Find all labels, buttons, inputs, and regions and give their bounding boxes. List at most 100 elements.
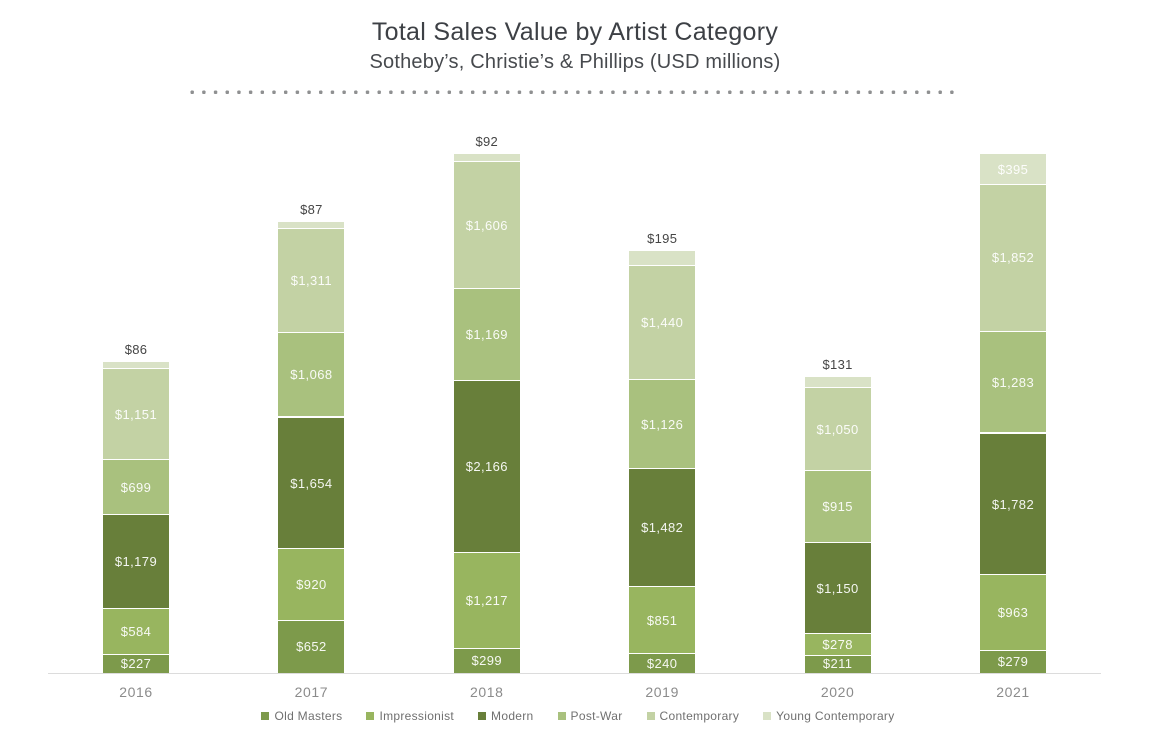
bar-segment-impressionist-2021: $963	[980, 574, 1046, 651]
chart-title: Total Sales Value by Artist Category	[371, 18, 779, 46]
bar-segment-contemporary-2019: $1,440	[629, 266, 696, 380]
legend-label: Modern	[491, 709, 534, 723]
bar-segment-old-masters-2016: $227	[103, 655, 169, 673]
x-axis-label-2016: 2016	[119, 684, 153, 700]
segment-value-label: $395	[997, 161, 1029, 177]
segment-value-label: $1,217	[465, 592, 508, 608]
legend-marker-post-war	[557, 712, 566, 720]
bar-segment-old-masters-2019: $240	[629, 654, 696, 673]
legend-label: Contemporary	[659, 709, 740, 723]
segment-value-label-outside: $86	[124, 342, 148, 358]
bar-segment-contemporary-2021: $1,852	[980, 185, 1046, 332]
bar-segment-modern-2019: $1,482	[629, 469, 696, 587]
segment-value-label: $1,311	[290, 273, 332, 289]
legend-item-contemporary: Contemporary	[646, 709, 740, 723]
bar-segment-impressionist-2018: $1,217	[453, 552, 520, 650]
legend-label: Impressionist	[379, 709, 455, 723]
bar-segment-modern-2017: $1,654	[278, 417, 345, 549]
legend-item-old-masters: Old Masters	[261, 709, 342, 723]
bar-segment-impressionist-2019: $851	[629, 586, 696, 654]
bar-segment-contemporary-2017: $1,311	[278, 229, 345, 333]
bar-segment-modern-2016: $1,179	[103, 515, 169, 609]
legend-label: Young Contemporary	[776, 709, 895, 723]
bar-segment-modern-2021: $1,782	[980, 433, 1046, 575]
segment-value-label: $1,068	[290, 366, 333, 382]
bar-segment-young-contemporary-2016	[103, 362, 169, 369]
bar-segment-post-war-2019: $1,126	[629, 380, 696, 470]
bar-segment-old-masters-2018: $299	[453, 649, 520, 673]
segment-value-label: $211	[822, 656, 853, 672]
bar-segment-old-masters-2021: $279	[980, 650, 1046, 673]
bar-segment-post-war-2018: $1,169	[453, 288, 520, 382]
segment-value-label: $920	[296, 576, 327, 592]
x-axis-label-2020: 2020	[820, 684, 855, 700]
bar-segment-modern-2020: $1,150	[804, 543, 871, 635]
chart-legend: Old Masters Impressionist Modern Post-War Co…	[0, 709, 1156, 723]
dotted-divider	[190, 90, 956, 95]
segment-value-label: $1,654	[290, 475, 333, 491]
bar-segment-post-war-2016: $699	[103, 460, 169, 516]
segment-value-label: $299	[471, 653, 503, 669]
segment-value-label-outside: $92	[475, 134, 499, 150]
bar-segment-young-contemporary-2017	[278, 222, 345, 230]
x-axis-baseline	[48, 673, 1101, 674]
segment-value-label: $851	[646, 612, 678, 628]
legend-marker-young-contemporary	[763, 712, 772, 720]
segment-value-label: $1,482	[641, 520, 684, 536]
legend-label: Post-War	[570, 709, 623, 723]
segment-value-label: $1,050	[816, 421, 859, 437]
segment-value-label: $963	[997, 604, 1029, 620]
bar-segment-old-masters-2017: $652	[278, 621, 345, 673]
legend-marker-impressionist	[366, 712, 375, 720]
bar-segment-post-war-2017: $1,068	[278, 332, 345, 418]
segment-value-label: $278	[822, 637, 853, 653]
segment-value-label-outside: $87	[300, 202, 323, 218]
segment-value-label: $2,166	[465, 459, 508, 475]
legend-label: Old Masters	[274, 709, 343, 723]
bar-segment-impressionist-2020: $278	[804, 634, 871, 657]
chart-subtitle: Sotheby’s, Christie’s & Phillips (USD mi…	[369, 51, 781, 73]
x-axis-label-2019: 2019	[645, 684, 679, 700]
segment-value-label: $584	[120, 623, 152, 639]
x-axis-label-2021: 2021	[996, 684, 1030, 700]
segment-value-label: $1,150	[816, 581, 859, 597]
legend-item-young-contemporary: Young Contemporary	[763, 709, 894, 723]
bar-segment-young-contemporary-2018	[453, 154, 520, 162]
segment-value-label: $1,440	[641, 315, 684, 330]
legend-item-modern: Modern	[478, 709, 534, 723]
bar-segment-young-contemporary-2019	[629, 250, 696, 266]
legend-item-impressionist: Impressionist	[366, 709, 454, 723]
bar-segment-modern-2018: $2,166	[453, 381, 520, 553]
bar-segment-contemporary-2020: $1,050	[804, 387, 871, 471]
segment-value-label: $1,169	[465, 326, 508, 342]
bar-segment-young-contemporary-2021: $395	[980, 153, 1046, 186]
segment-value-label: $652	[296, 639, 327, 655]
segment-value-label: $227	[120, 656, 152, 671]
segment-value-label: $1,126	[641, 417, 684, 432]
bar-segment-post-war-2020: $915	[804, 470, 871, 544]
bar-segment-young-contemporary-2020	[804, 377, 871, 388]
segment-value-label: $279	[997, 653, 1029, 669]
segment-value-label: $1,283	[991, 374, 1035, 390]
legend-marker-modern	[478, 712, 487, 720]
segment-value-label-outside: $195	[647, 230, 678, 246]
bar-segment-contemporary-2016: $1,151	[103, 368, 169, 461]
legend-item-post-war: Post-War	[557, 709, 623, 723]
x-axis-label-2018: 2018	[470, 684, 504, 700]
legend-marker-contemporary	[646, 712, 655, 720]
segment-value-label: $1,179	[114, 554, 158, 570]
segment-value-label-outside: $131	[822, 357, 853, 373]
segment-value-label: $915	[822, 498, 853, 514]
bar-segment-old-masters-2020: $211	[804, 656, 871, 673]
segment-value-label: $699	[120, 480, 152, 495]
segment-value-label: $1,782	[991, 496, 1035, 512]
segment-value-label: $1,852	[991, 250, 1035, 266]
x-axis-label-2017: 2017	[294, 684, 329, 700]
bar-segment-impressionist-2017: $920	[278, 548, 345, 622]
segment-value-label: $240	[646, 656, 678, 671]
segment-value-label: $1,151	[114, 406, 158, 422]
legend-marker-old-masters	[261, 712, 270, 720]
bar-segment-contemporary-2018: $1,606	[453, 161, 520, 289]
